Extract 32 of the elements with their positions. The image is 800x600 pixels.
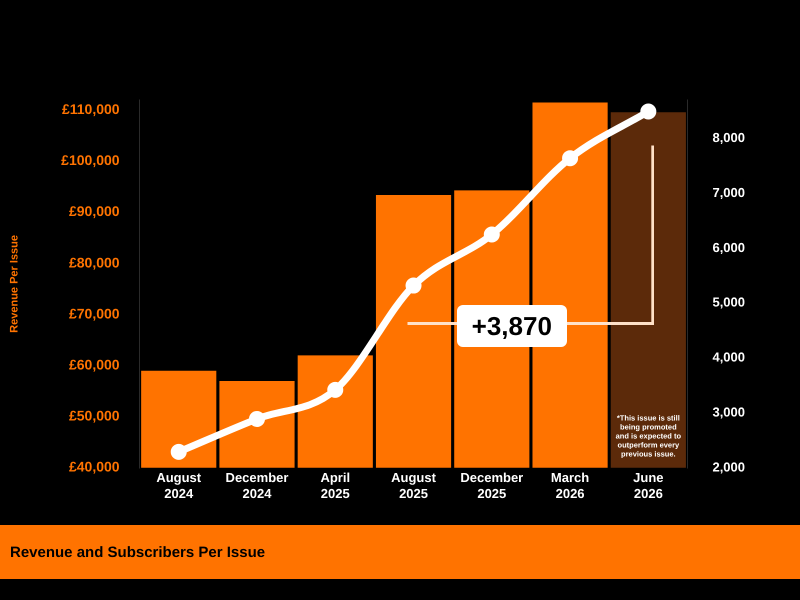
y2-tick-label: 3,000: [712, 404, 746, 420]
x-tick-label: December 2025: [460, 470, 524, 501]
point: [248, 410, 265, 427]
point: [562, 150, 578, 166]
text: Revenue and Subscribers Per Issue: [10, 544, 266, 560]
y2-tick-label: 4,000: [712, 350, 746, 365]
y2-tick-label: 2,000: [712, 459, 746, 474]
x-tick-label: March 2026: [550, 470, 590, 501]
y2-tick-label: 8,000: [712, 130, 746, 146]
y-tick-label: £60,000: [68, 356, 120, 372]
point: [484, 226, 500, 242]
x-tick-label: August 2025: [391, 470, 437, 501]
point: [170, 444, 187, 460]
y-tick-label: £100,000: [61, 152, 120, 168]
x-tick-label: August 2024: [156, 470, 202, 501]
y-tick-label: £90,000: [68, 203, 120, 220]
y-tick-label: £80,000: [68, 254, 120, 270]
y2-tick-label: 6,000: [712, 240, 746, 255]
x-tick-label: December 2024: [226, 470, 288, 501]
point: [406, 278, 422, 294]
point: [327, 382, 344, 398]
annotation: +3,870: [456, 305, 567, 348]
y2-tick-label: 5,000: [712, 294, 746, 310]
y2-tick-label: 7,000: [712, 184, 746, 200]
y-tick-label: £110,000: [62, 101, 120, 118]
y-tick-label: £40,000: [68, 458, 120, 475]
point: [640, 104, 656, 120]
x-tick-label: June 2026: [633, 470, 664, 501]
y-axis-title: Revenue Per Issue: [8, 234, 21, 333]
y-tick-label: £70,000: [68, 305, 120, 322]
y-tick-label: £50,000: [68, 408, 120, 424]
x-tick-label: April 2025: [320, 470, 350, 501]
